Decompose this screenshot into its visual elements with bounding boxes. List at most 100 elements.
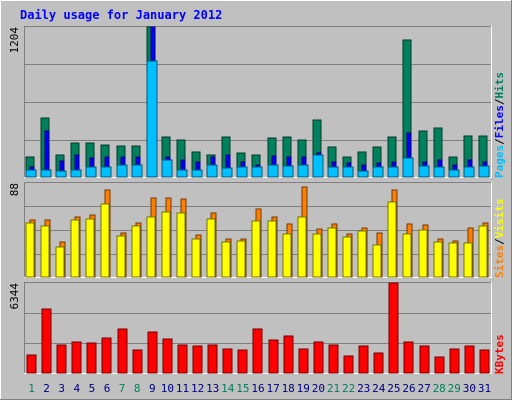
day-label-19: 19 <box>297 382 310 395</box>
bar-pages-day-14 <box>221 167 233 178</box>
bar-kbytes-day-26 <box>403 341 414 374</box>
bar-visits-day-10 <box>161 211 171 278</box>
bar-kbytes-day-22 <box>343 355 354 374</box>
panel-bottom: 6344 KBytes <box>8 282 506 374</box>
bar-pages-day-8 <box>131 164 143 178</box>
bar-pages-day-20 <box>312 154 324 178</box>
day-label-9: 9 <box>149 382 156 395</box>
day-label-29: 29 <box>448 382 461 395</box>
legend-part: / <box>493 138 506 145</box>
day-label-26: 26 <box>402 382 415 395</box>
bar-pages-day-1 <box>25 169 37 178</box>
bar-visits-day-7 <box>116 235 126 278</box>
bar-visits-day-26 <box>402 233 412 278</box>
bar-kbytes-day-15 <box>237 349 248 374</box>
bar-kbytes-day-23 <box>358 345 369 374</box>
bar-kbytes-day-2 <box>41 308 52 374</box>
day-label-18: 18 <box>282 382 295 395</box>
bar-pages-day-17 <box>267 164 279 178</box>
day-label-31: 31 <box>478 382 491 395</box>
bar-kbytes-day-31 <box>479 349 490 374</box>
day-label-11: 11 <box>176 382 189 395</box>
bar-kbytes-day-19 <box>298 348 309 374</box>
bar-pages-day-22 <box>342 166 354 178</box>
panel-middle-y-max-label: 88 <box>8 183 21 196</box>
panel-middle-legend: Sites/Visits <box>493 199 506 279</box>
bar-pages-day-2 <box>40 169 52 178</box>
bar-pages-day-24 <box>372 166 384 178</box>
bar-visits-day-19 <box>297 216 307 278</box>
bar-kbytes-day-5 <box>86 342 97 374</box>
bar-kbytes-day-8 <box>132 349 143 374</box>
bar-pages-day-21 <box>327 166 339 178</box>
bar-visits-day-8 <box>131 225 141 278</box>
day-label-4: 4 <box>73 382 80 395</box>
bar-kbytes-day-18 <box>283 335 294 374</box>
chart-title: Daily usage for January 2012 <box>20 8 222 22</box>
legend-part: Visits <box>493 199 506 239</box>
day-label-3: 3 <box>58 382 65 395</box>
legend-part: Pages <box>493 145 506 178</box>
bar-pages-day-16 <box>251 166 263 178</box>
bar-pages-day-27 <box>418 165 430 178</box>
bar-kbytes-day-24 <box>373 352 384 374</box>
legend-part: KBytes <box>493 334 506 374</box>
bar-visits-day-14 <box>221 241 231 278</box>
day-label-1: 1 <box>28 382 35 395</box>
bar-kbytes-day-3 <box>56 344 67 374</box>
bar-pages-day-19 <box>297 164 309 178</box>
bar-kbytes-day-9 <box>147 331 158 374</box>
bar-kbytes-day-21 <box>328 344 339 374</box>
bar-pages-day-31 <box>478 165 490 178</box>
bar-visits-day-22 <box>342 236 352 278</box>
day-label-10: 10 <box>161 382 174 395</box>
bar-visits-day-16 <box>251 220 261 278</box>
bar-pages-day-23 <box>357 170 369 178</box>
bar-pages-day-10 <box>161 159 173 178</box>
bar-visits-day-4 <box>70 219 80 278</box>
day-label-27: 27 <box>417 382 430 395</box>
series-visits <box>25 201 488 278</box>
bar-pages-day-25 <box>387 166 399 178</box>
bar-visits-day-9 <box>146 216 156 278</box>
bar-pages-day-15 <box>236 166 248 178</box>
bar-kbytes-day-13 <box>207 344 218 374</box>
panel-bottom-legend: KBytes <box>493 334 506 374</box>
bar-pages-day-6 <box>100 166 112 178</box>
bar-visits-day-20 <box>312 233 322 278</box>
bar-pages-day-11 <box>176 169 188 178</box>
bar-visits-day-21 <box>327 227 337 278</box>
bar-kbytes-day-4 <box>71 341 82 374</box>
day-label-20: 20 <box>312 382 325 395</box>
bar-kbytes-day-16 <box>252 328 263 374</box>
bar-visits-day-12 <box>191 238 201 278</box>
day-label-30: 30 <box>463 382 476 395</box>
day-label-13: 13 <box>206 382 219 395</box>
day-label-2: 2 <box>43 382 50 395</box>
bar-pages-day-29 <box>448 169 460 178</box>
bar-pages-day-18 <box>282 165 294 178</box>
bar-kbytes-day-1 <box>26 354 37 374</box>
legend-part: Files <box>493 105 506 138</box>
bar-kbytes-day-11 <box>177 344 188 374</box>
bar-kbytes-day-12 <box>192 345 203 374</box>
day-label-6: 6 <box>104 382 111 395</box>
bar-kbytes-day-17 <box>268 339 279 374</box>
bar-pages-day-4 <box>70 169 82 178</box>
legend-part: / <box>493 238 506 245</box>
bar-visits-day-6 <box>100 203 110 278</box>
bar-visits-day-27 <box>418 229 428 278</box>
day-label-24: 24 <box>372 382 386 395</box>
bar-visits-day-3 <box>55 246 65 278</box>
bar-visits-day-13 <box>206 218 216 278</box>
bar-visits-day-23 <box>357 230 367 278</box>
day-label-23: 23 <box>357 382 370 395</box>
day-label-28: 28 <box>433 382 446 395</box>
bar-kbytes-day-7 <box>117 328 128 374</box>
day-label-12: 12 <box>191 382 204 395</box>
day-axis-labels: 1 2 3 4 5 6 7 8 9 10 11 12 13 14 15 16 17 18 19 20 21 22 23 24 2… <box>28 382 491 395</box>
bar-visits-day-25 <box>387 201 397 278</box>
bar-kbytes-day-25 <box>388 282 399 374</box>
